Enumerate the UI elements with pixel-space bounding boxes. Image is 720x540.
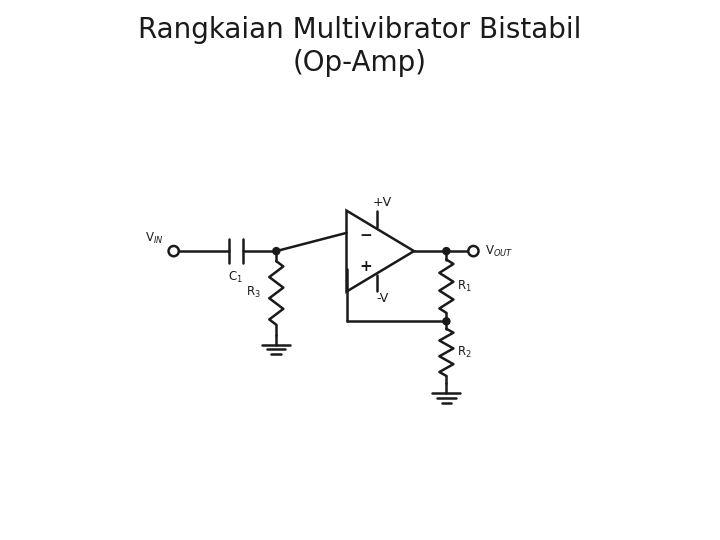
Text: +: + — [359, 259, 372, 274]
Text: Rangkaian Multivibrator Bistabil
(Op-Amp): Rangkaian Multivibrator Bistabil (Op-Amp… — [138, 16, 582, 77]
Text: −: − — [359, 228, 372, 243]
Circle shape — [443, 318, 450, 325]
Text: -V: -V — [376, 292, 388, 305]
Text: V$_{IN}$: V$_{IN}$ — [145, 231, 164, 246]
Text: R$_{3}$: R$_{3}$ — [246, 286, 261, 300]
Text: +V: +V — [373, 196, 392, 209]
Text: R$_{2}$: R$_{2}$ — [457, 345, 472, 360]
Circle shape — [443, 247, 450, 254]
Text: C$_{1}$: C$_{1}$ — [228, 269, 243, 285]
Text: V$_{OUT}$: V$_{OUT}$ — [485, 244, 513, 259]
Text: R$_{1}$: R$_{1}$ — [457, 279, 472, 294]
Circle shape — [273, 247, 280, 254]
Circle shape — [168, 246, 179, 256]
Circle shape — [468, 246, 479, 256]
